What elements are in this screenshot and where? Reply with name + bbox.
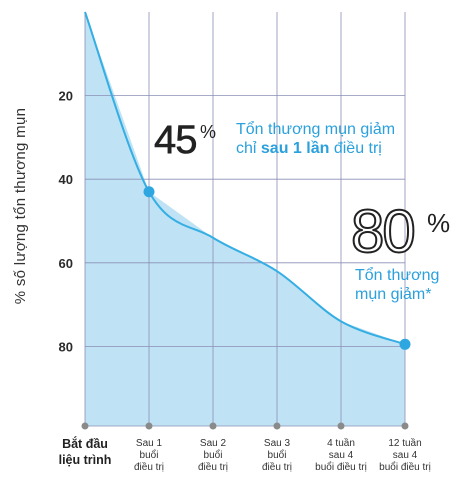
- area-fill: [85, 12, 405, 426]
- x-tick-label-line: buổi điều trị: [379, 462, 431, 473]
- x-tick-label: Sau 3 buổi điều trị: [232, 438, 322, 474]
- callout-45-text-bold: sau 1 lần: [260, 140, 330, 157]
- callout-45-text-part2: điều trị: [329, 140, 382, 157]
- callout-45-unit: %: [200, 122, 217, 142]
- callout-45-text: Tổn thương mụn giảm chỉ sau 1 lần điều t…: [236, 120, 416, 158]
- y-tick-label: 60: [59, 256, 73, 271]
- callout-80-value: 80: [350, 198, 417, 265]
- y-tick-label: 80: [59, 339, 73, 354]
- x-tick-label-line: buổi điều trị: [315, 462, 367, 473]
- x-tick-label-line: điều trị: [261, 462, 292, 473]
- y-tick-label: 20: [59, 89, 73, 104]
- x-tick-label-line: Sau 3: [263, 438, 291, 449]
- x-tick-label-line: liệu trình: [58, 453, 112, 467]
- x-tick-label: Sau 2 buổi điều trị: [168, 438, 258, 474]
- callout-45-value: 45: [154, 118, 198, 163]
- y-tick-label: 40: [59, 172, 73, 187]
- x-tick-label-line: sau 4: [392, 450, 418, 461]
- x-tick-label: 12 tuần sau 4 buổi điều trị: [360, 438, 450, 474]
- x-tick-label: Sau 1 buổi điều trị: [104, 438, 194, 474]
- x-tick-label-line: buổi: [139, 450, 159, 461]
- series-line: [84, 11, 406, 346]
- y-axis-label: % số lượng tổn thương mụn: [12, 107, 29, 305]
- x-tick-label-line: 12 tuần: [388, 438, 422, 449]
- callout-80-unit: %: [427, 208, 451, 238]
- x-tick-label-line: sau 4: [328, 450, 354, 461]
- x-tick-label-line: Bắt đầu: [62, 437, 108, 451]
- x-tick-label-line: buổi: [267, 450, 287, 461]
- x-tick-dot: [145, 422, 153, 430]
- x-tick-dot: [401, 422, 409, 430]
- callout-80-text: Tổn thương mụn giảm*: [355, 267, 440, 303]
- x-tick-label-line: buổi: [203, 450, 223, 461]
- callout-45-text-part1: Tổn thương mụn giảm chỉ: [236, 121, 396, 157]
- x-tick-dot: [81, 422, 89, 430]
- data-point-marker: [143, 186, 155, 198]
- x-tick-label-line: điều trị: [133, 462, 164, 473]
- x-tick-dot: [273, 422, 281, 430]
- x-tick-dot: [337, 422, 345, 430]
- x-tick-label-line: Sau 2: [199, 438, 227, 449]
- x-tick-label-line: điều trị: [197, 462, 228, 473]
- data-point-marker: [399, 338, 411, 350]
- x-tick-label-line: 4 tuần: [327, 438, 355, 449]
- x-tick-label: 4 tuần sau 4 buổi điều trị: [296, 438, 386, 474]
- x-tick-label-line: Sau 1: [135, 438, 163, 449]
- x-tick-label: Bắt đầu liệu trình: [40, 436, 130, 468]
- x-tick-dot: [209, 422, 217, 430]
